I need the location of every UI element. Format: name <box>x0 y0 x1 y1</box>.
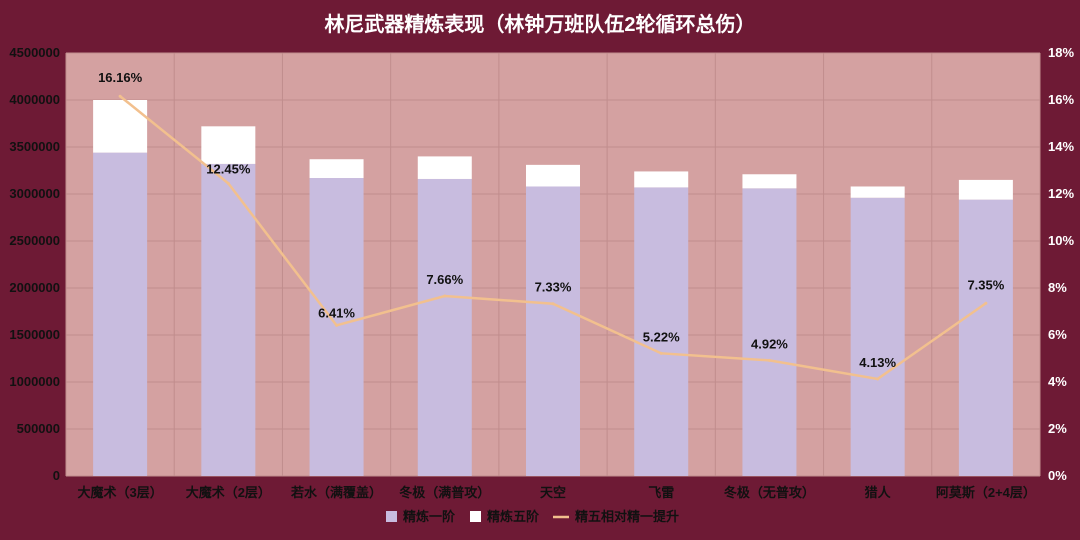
line-point <box>876 377 880 381</box>
y-tick-right: 10% <box>1048 233 1074 248</box>
bar-refine-5 <box>958 179 1013 200</box>
bar-refine-5 <box>850 186 905 198</box>
bar-refine-1 <box>742 188 797 477</box>
y-tick-left: 1000000 <box>9 374 60 389</box>
bar-refine-5 <box>93 100 148 153</box>
data-label: 5.22% <box>643 329 680 344</box>
bar-refine-1 <box>309 178 364 476</box>
data-label: 7.33% <box>535 280 572 295</box>
y-tick-left: 1500000 <box>9 327 60 342</box>
y-tick-right: 12% <box>1048 186 1074 201</box>
x-tick-label: 飞雷 <box>648 485 674 500</box>
y-tick-left: 2500000 <box>9 233 60 248</box>
y-tick-right: 14% <box>1048 139 1074 154</box>
y-tick-left: 4000000 <box>9 92 60 107</box>
x-tick-label: 大魔术（2层） <box>186 485 271 500</box>
x-tick-label: 冬极（满普攻） <box>399 485 490 500</box>
data-label: 4.92% <box>751 336 788 351</box>
line-point <box>984 301 988 305</box>
line-point <box>443 294 447 298</box>
line-point <box>118 94 122 98</box>
data-label: 7.66% <box>426 272 463 287</box>
legend-label-improvement: 精五相对精一提升 <box>575 509 679 524</box>
x-tick-label: 天空 <box>540 485 566 500</box>
y-tick-right: 4% <box>1048 374 1067 389</box>
y-tick-left: 4500000 <box>9 45 60 60</box>
bar-refine-5 <box>309 159 364 179</box>
legend-label-refine-5: 精炼五阶 <box>487 509 540 524</box>
bar-refine-1 <box>850 197 905 476</box>
y-tick-right: 16% <box>1048 92 1074 107</box>
line-point <box>335 323 339 327</box>
x-tick-label: 猎人 <box>865 485 892 500</box>
bar-refine-5 <box>417 156 472 179</box>
chart-title: 林尼武器精炼表现（林钟万班队伍2轮循环总伤） <box>324 14 756 36</box>
bar-refine-1 <box>526 186 580 477</box>
data-label: 6.41% <box>318 305 355 320</box>
bar-refine-1 <box>417 178 472 476</box>
x-tick-label: 若水（满覆盖） <box>290 485 382 500</box>
y-tick-right: 18% <box>1048 45 1074 60</box>
y-tick-right: 8% <box>1048 280 1067 295</box>
y-tick-left: 3000000 <box>9 186 60 201</box>
data-label: 4.13% <box>859 355 896 370</box>
x-tick-label: 冬极（无普攻） <box>724 485 815 500</box>
bar-refine-1 <box>201 163 256 477</box>
y-tick-right: 2% <box>1048 421 1067 436</box>
y-tick-right: 6% <box>1048 327 1067 342</box>
bar-refine-1 <box>634 187 689 477</box>
bar-refine-1 <box>93 152 148 476</box>
y-tick-left: 0 <box>53 468 60 483</box>
legend-label-refine-1: 精炼一阶 <box>403 509 456 524</box>
y-tick-left: 500000 <box>17 421 60 436</box>
x-tick-label: 大魔术（3层） <box>77 485 162 500</box>
data-label: 7.35% <box>967 277 1004 292</box>
legend-swatch-refine-5 <box>470 511 481 522</box>
y-tick-left: 2000000 <box>9 280 60 295</box>
y-tick-left: 3500000 <box>9 139 60 154</box>
legend-swatch-refine-1 <box>386 511 397 522</box>
line-point <box>551 302 555 306</box>
line-point <box>767 358 771 362</box>
bar-refine-5 <box>201 126 256 164</box>
bar-refine-5 <box>526 164 580 187</box>
bar-refine-5 <box>742 174 797 189</box>
bar-refine-1 <box>958 199 1013 476</box>
bar-refine-5 <box>634 171 689 188</box>
line-point <box>226 181 230 185</box>
line-point <box>659 351 663 355</box>
data-label: 16.16% <box>98 70 143 85</box>
data-label: 12.45% <box>206 161 251 176</box>
x-tick-label: 阿莫斯（2+4层） <box>936 485 1036 500</box>
y-tick-right: 0% <box>1048 468 1067 483</box>
